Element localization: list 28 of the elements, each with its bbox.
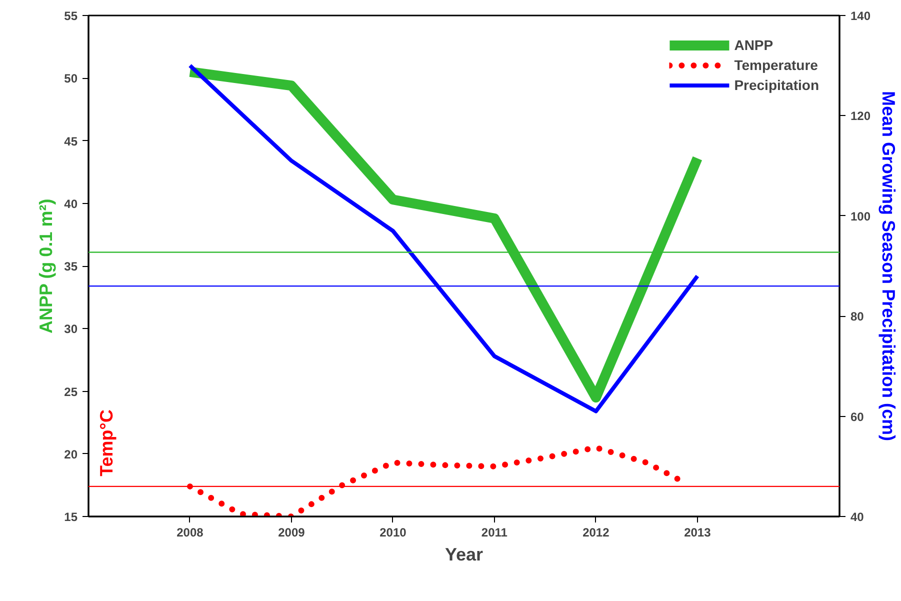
legend-label: Temperature bbox=[734, 57, 818, 73]
y-tick-label: 30 bbox=[64, 322, 78, 336]
legend-label: ANPP bbox=[734, 37, 774, 53]
y2-tick-label: 100 bbox=[850, 209, 871, 224]
y-tick-label: 55 bbox=[64, 9, 78, 23]
y-tick-label: 40 bbox=[64, 196, 78, 211]
y2-axis-title: Mean Growing Season Precipitation (cm) bbox=[878, 90, 899, 442]
legend-label: Precipitation bbox=[734, 77, 819, 93]
y-tick-label: 45 bbox=[64, 134, 78, 148]
x-tick-label: 2012 bbox=[582, 526, 610, 540]
x-tick-label: 2010 bbox=[380, 526, 407, 540]
y2-tick-label: 140 bbox=[850, 9, 871, 23]
y-tick-label: 20 bbox=[64, 447, 78, 462]
x-tick-label: 2009 bbox=[278, 526, 306, 540]
y2-tick-label: 60 bbox=[850, 410, 864, 424]
y-tick-label: 35 bbox=[64, 260, 78, 274]
y2-tick-label: 120 bbox=[850, 109, 871, 124]
y-tick-label: 50 bbox=[64, 72, 78, 86]
y-axis-title: ANPP (g 0.1 m²) bbox=[36, 198, 56, 334]
x-tick-label: 2011 bbox=[481, 526, 508, 540]
x-tick-label: 2008 bbox=[176, 526, 204, 540]
y2-tick-label: 80 bbox=[850, 310, 864, 324]
x-axis-title: Year bbox=[444, 544, 484, 564]
x-tick-label: 2013 bbox=[684, 526, 712, 540]
annotation: Temp°C bbox=[96, 410, 116, 476]
y-tick-label: 15 bbox=[64, 510, 78, 524]
y2-tick-label: 40 bbox=[850, 510, 864, 524]
y-tick-label: 25 bbox=[64, 384, 78, 399]
